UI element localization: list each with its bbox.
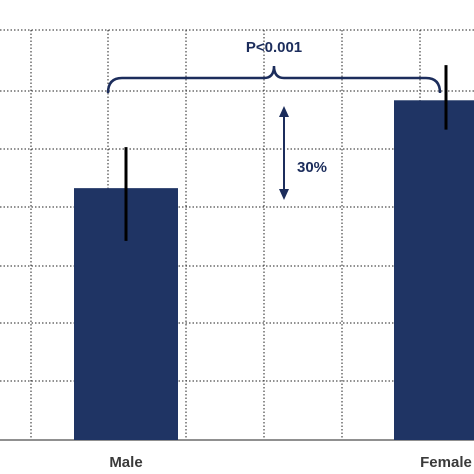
error-bars [124, 65, 448, 241]
difference-arrow-head-down [279, 189, 289, 200]
difference-arrow-head-up [279, 106, 289, 117]
significance-label: P<0.001 [246, 39, 302, 56]
category-label-female: Female [420, 454, 472, 471]
bars [74, 100, 474, 441]
category-labels: Male Female [109, 454, 472, 471]
difference-label: 30% [297, 159, 327, 176]
bar-female [394, 100, 474, 441]
significance-bracket [106, 65, 442, 94]
category-label-male: Male [109, 454, 142, 471]
annotations: P<0.001 30% [106, 39, 442, 200]
